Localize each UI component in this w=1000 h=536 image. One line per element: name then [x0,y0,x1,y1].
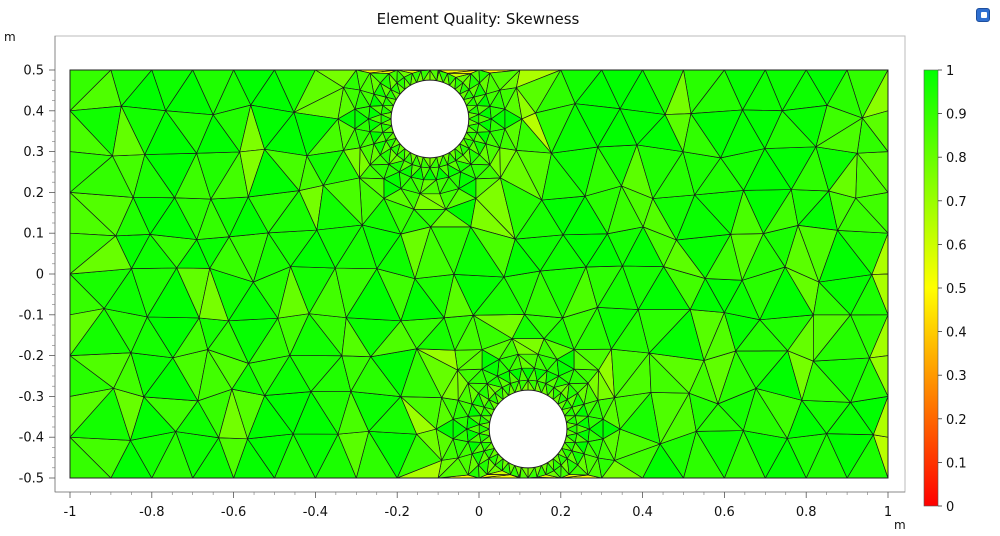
x-axis: -1 -0.8 -0.6 -0.4 -0.2 0 0.2 0.4 0.6 0.8 1 [55,491,905,520]
y-tick-label: 0 [36,268,44,283]
y-tick-label: 0.4 [23,104,44,119]
mesh-element [812,314,870,362]
y-tick-label: -0.5 [19,472,44,487]
mesh-element [306,150,344,186]
x-axis-unit: m [894,518,906,532]
hole-1 [390,79,470,159]
holes-layer [390,79,568,469]
y-axis: 0.5 0.4 0.3 0.2 0.1 0 -0.1 -0.2 -0.3 -0.4 -0.5 [19,36,56,492]
y-axis-unit: m [4,30,16,44]
x-tick-label: 0.6 [714,505,735,520]
mesh-element [485,72,501,95]
colorbar-tick-label: 0.6 [946,238,967,253]
mesh-element [368,396,417,435]
colorbar-tick-label: 0 [946,500,954,515]
x-tick-label: 0.8 [796,505,817,520]
x-tick-label: 1 [884,505,892,520]
mesh-element [826,402,874,436]
y-tick-label: 0.1 [23,227,44,242]
x-tick-label: 0.4 [632,505,653,520]
mesh-element [828,152,858,199]
y-tick-label: -0.1 [19,308,44,323]
colorbar-ticks: 1 0.9 0.8 0.7 0.6 0.5 0.4 0.3 0.2 0.1 0 [938,64,967,515]
mesh-element [322,177,363,226]
colorbar-tick-label: 1 [946,64,954,79]
colorbar-tick-label: 0.1 [946,456,967,471]
y-tick-label: -0.2 [19,349,44,364]
x-tick-label: -0.6 [221,505,246,520]
x-tick-label: 0.2 [550,505,571,520]
mesh-element [411,70,422,83]
colorbar-tick-label: 0.4 [946,326,967,341]
colorbar-tick-label: 0.9 [946,108,967,123]
domain-border [69,69,889,479]
y-tick-label: 0.3 [23,145,44,160]
mesh-element [430,209,472,228]
mesh-element [536,465,547,478]
mesh-element [815,117,863,154]
colorbar-tick-label: 0.7 [946,195,967,210]
x-tick-label: -0.2 [385,505,410,520]
x-tick-label: -1 [64,505,77,520]
colorbar-tick-label: 0.3 [946,369,967,384]
y-tick-label: 0.5 [23,64,44,79]
y-tick-label: -0.3 [19,390,44,405]
colorbar [923,69,939,507]
x-tick-label: 0 [475,505,483,520]
mesh-element [359,72,375,95]
mesh-layer [70,70,888,478]
y-tick-label: -0.4 [19,431,44,446]
chart-title: Element Quality: Skewness [376,10,580,28]
mesh-element [457,453,473,476]
mesh-element [403,72,413,86]
x-tick-label: -0.4 [303,505,328,520]
colorbar-tick-label: 0.2 [946,413,967,428]
colorbar-tick-label: 0.8 [946,151,967,166]
x-tick-label: -0.8 [139,505,164,520]
colorbar-tick-label: 0.5 [946,282,967,297]
mesh-element [545,462,555,476]
hole-2 [488,389,568,469]
camera-icon[interactable] [976,8,990,22]
mesh-element [583,453,599,476]
y-tick-label: 0.2 [23,186,44,201]
